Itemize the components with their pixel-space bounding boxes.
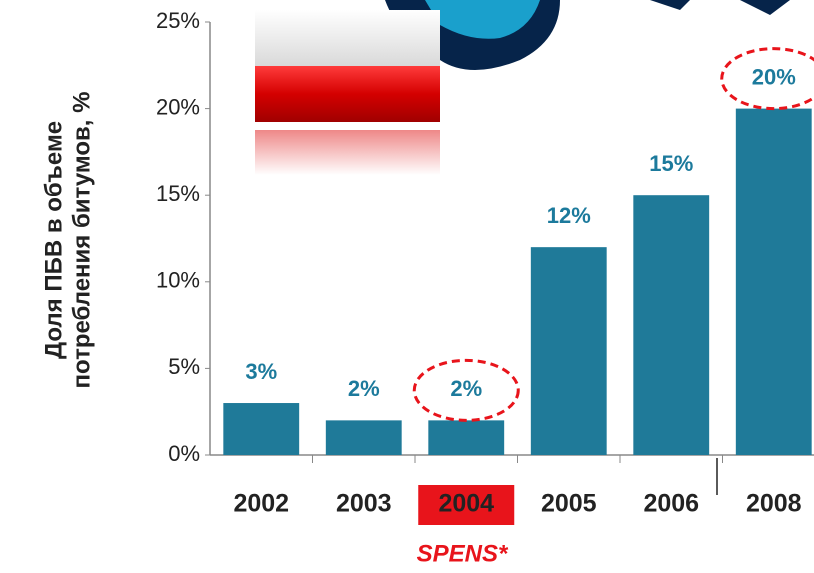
- bar: [428, 420, 505, 455]
- category-highlight: [418, 485, 515, 525]
- bar: [633, 195, 710, 455]
- y-tick-label: 10%: [156, 268, 200, 293]
- bar: [735, 108, 812, 455]
- y-tick-label: 20%: [156, 94, 200, 119]
- bar: [530, 247, 607, 455]
- value-label: 3%: [245, 359, 277, 384]
- y-tick-label: 0%: [168, 441, 200, 466]
- y-axis-label: потребления битумов, %: [68, 92, 95, 389]
- y-tick-label: 5%: [168, 354, 200, 379]
- x-tick-label: 2005: [541, 490, 597, 518]
- value-label: 12%: [547, 203, 591, 228]
- decoration: [255, 0, 790, 495]
- x-tick-label: 2002: [233, 490, 289, 518]
- y-tick-label: 15%: [156, 181, 200, 206]
- x-tick-label: 2004: [438, 490, 494, 518]
- value-label: 2%: [450, 376, 482, 401]
- value-label: 20%: [752, 64, 796, 89]
- annotation: SPENS*: [417, 540, 509, 567]
- bar: [325, 420, 402, 455]
- circle-annotation: [720, 47, 814, 111]
- value-label: 2%: [348, 376, 380, 401]
- bar: [223, 403, 300, 455]
- y-axis-label: Доля ПБВ в объеме: [40, 121, 67, 359]
- x-tick-label: 2006: [643, 490, 699, 518]
- circle-annotation: [412, 358, 520, 422]
- value-label: 15%: [649, 151, 693, 176]
- x-tick-label: 2008: [746, 490, 802, 518]
- x-tick-label: 2003: [336, 490, 392, 518]
- y-tick-label: 25%: [156, 8, 200, 33]
